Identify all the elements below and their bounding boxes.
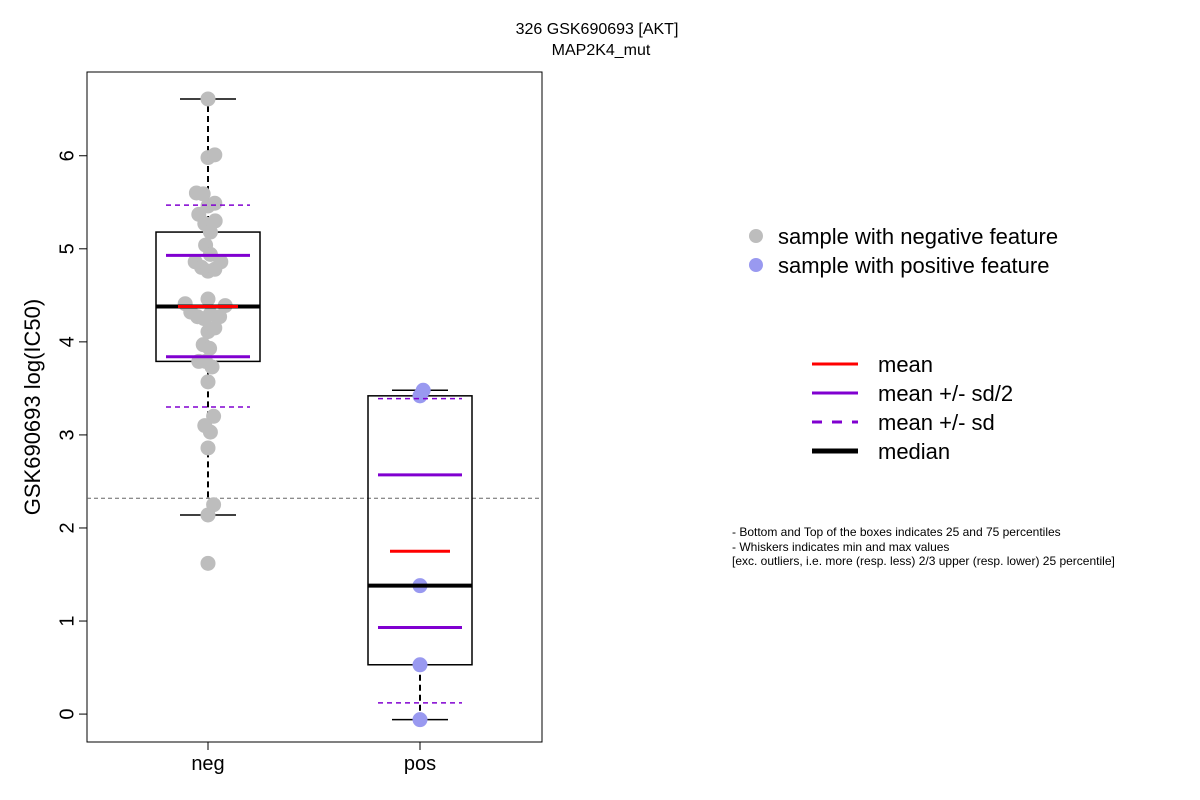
data-point <box>204 359 220 375</box>
legend-point-marker <box>749 229 763 243</box>
y-tick-label: 4 <box>56 336 78 347</box>
notes: - Bottom and Top of the boxes indicates … <box>732 525 1115 568</box>
group-pos <box>367 382 473 728</box>
chart-title: 326 GSK690693 [AKT] <box>516 21 679 38</box>
note-line-3: [exc. outliers, i.e. more (resp. less) 2… <box>732 554 1115 568</box>
legend-line-label: median <box>878 439 950 464</box>
y-tick-label: 1 <box>56 615 78 626</box>
x-axis: neg pos <box>191 742 436 775</box>
legend-line-label: mean +/- sd <box>878 410 995 435</box>
data-point <box>202 340 218 356</box>
y-tick-label: 0 <box>56 709 78 720</box>
data-point <box>200 507 216 523</box>
box <box>367 395 473 666</box>
y-axis: 0 1 2 3 4 5 6 <box>56 150 88 720</box>
legend-point-label: sample with positive feature <box>778 253 1049 278</box>
legend-point-marker <box>749 258 763 272</box>
data-point <box>213 254 229 270</box>
data-point <box>206 408 222 424</box>
plot-area <box>87 91 542 728</box>
data-point <box>200 374 216 390</box>
legend-line-label: mean <box>878 352 933 377</box>
data-point <box>207 195 223 211</box>
chart-subtitle: MAP2K4_mut <box>552 42 651 59</box>
y-tick-label: 2 <box>56 522 78 533</box>
legend-lines: mean mean +/- sd/2 mean +/- sd median <box>812 352 1013 464</box>
legend-points: sample with negative feature sample with … <box>749 224 1058 278</box>
data-point <box>200 91 216 107</box>
plot-frame <box>86 71 543 743</box>
data-point <box>412 657 428 673</box>
note-line-2: - Whiskers indicates min and max values <box>732 540 949 554</box>
legend-line-label: mean +/- sd/2 <box>878 381 1013 406</box>
data-point <box>195 186 211 202</box>
data-point <box>207 320 223 336</box>
data-point <box>207 147 223 163</box>
data-point <box>202 224 218 240</box>
y-tick-label: 5 <box>56 243 78 254</box>
data-point <box>200 440 216 456</box>
data-point <box>412 712 428 728</box>
data-point <box>412 388 428 404</box>
data-point <box>200 291 216 307</box>
x-tick-label: pos <box>404 753 436 775</box>
y-axis-label: GSK690693 log(IC50) <box>20 299 45 515</box>
data-point <box>202 424 218 440</box>
data-point <box>200 555 216 571</box>
y-tick-label: 3 <box>56 429 78 440</box>
x-tick-label: neg <box>191 753 224 775</box>
y-tick-label: 6 <box>56 150 78 161</box>
note-line-1: - Bottom and Top of the boxes indicates … <box>732 525 1061 539</box>
group-neg <box>155 91 261 571</box>
legend-point-label: sample with negative feature <box>778 224 1058 249</box>
